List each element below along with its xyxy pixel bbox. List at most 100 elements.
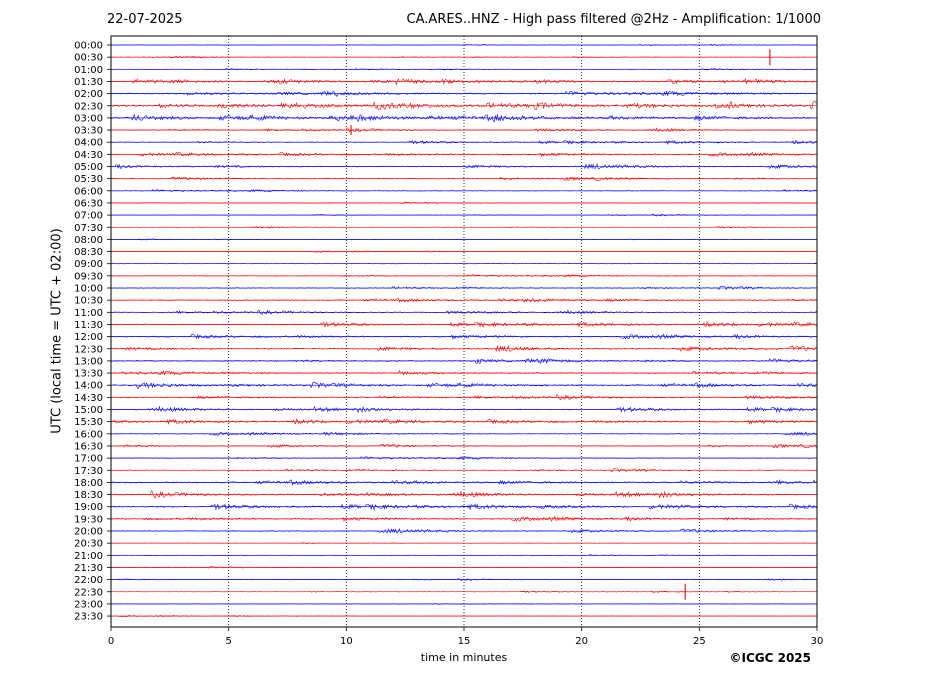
y-tick-label: 17:30 (74, 466, 103, 477)
seismic-trace (110, 201, 818, 205)
y-tick-label: 01:00 (74, 65, 103, 76)
y-tick-label: 11:00 (74, 308, 103, 319)
seismic-trace (110, 139, 818, 145)
seismic-trace (110, 151, 818, 158)
seismic-trace (110, 321, 818, 328)
seismic-trace (110, 213, 818, 217)
y-tick-label: 16:30 (74, 441, 103, 452)
y-tick-label: 03:00 (74, 113, 103, 124)
seismic-trace (111, 262, 818, 265)
y-tick-label: 12:30 (74, 344, 103, 355)
x-axis-label: time in minutes (420, 651, 508, 664)
y-tick-label: 22:30 (74, 587, 103, 598)
y-tick-label: 19:30 (74, 514, 103, 525)
seismic-trace (110, 503, 818, 511)
y-tick-label: 01:30 (74, 77, 103, 88)
y-tick-label: 05:30 (74, 174, 103, 185)
seismic-trace (111, 554, 818, 556)
seismic-trace (110, 100, 818, 111)
copyright-label: ©ICGC 2025 (729, 651, 811, 665)
y-tick-label: 07:00 (74, 211, 103, 222)
seismic-trace (110, 43, 818, 47)
seismic-trace (110, 250, 818, 253)
seismic-trace (110, 443, 818, 449)
y-tick-label: 04:00 (74, 138, 103, 149)
seismic-trace (110, 90, 818, 98)
seismic-trace (110, 405, 818, 414)
y-tick-label: 12:00 (74, 332, 103, 343)
seismic-trace (110, 238, 818, 241)
y-tick-label: 02:00 (74, 89, 103, 100)
x-tick-label: 0 (108, 636, 114, 647)
y-tick-label: 15:00 (74, 405, 103, 416)
y-tick-label: 09:30 (74, 271, 103, 282)
y-tick-label: 00:30 (74, 53, 103, 64)
y-tick-label: 20:00 (74, 527, 103, 538)
seismic-trace (110, 478, 818, 486)
y-tick-label: 05:00 (74, 162, 103, 173)
seismic-trace (110, 542, 818, 544)
seismic-trace (110, 566, 818, 569)
seismic-trace (110, 431, 818, 437)
seismic-trace (110, 578, 818, 581)
plot-frame (110, 35, 818, 628)
seismic-trace (110, 55, 818, 59)
y-tick-label: 10:00 (74, 284, 103, 295)
y-tick-label: 08:00 (74, 235, 103, 246)
y-tick-label: 20:30 (74, 539, 103, 550)
seismic-trace (110, 309, 818, 315)
y-tick-label: 02:30 (74, 101, 103, 112)
seismic-trace (110, 333, 818, 340)
seismic-trace (110, 297, 818, 303)
seismic-trace (110, 225, 818, 229)
y-tick-label: 18:30 (74, 490, 103, 501)
seismic-trace (110, 614, 818, 618)
x-tick-label: 5 (225, 636, 231, 647)
seismic-trace (110, 468, 818, 473)
y-tick-label: 16:00 (74, 429, 103, 440)
seismic-trace (110, 162, 818, 170)
seismic-trace (110, 418, 818, 425)
seismic-trace (110, 369, 818, 376)
y-tick-label: 19:00 (74, 502, 103, 513)
y-tick-label: 18:00 (74, 478, 103, 489)
y-tick-label: 07:30 (74, 223, 103, 234)
plot-title: CA.ARES..HNZ - High pass filtered @2Hz -… (406, 12, 821, 27)
y-tick-label: 06:00 (74, 186, 103, 197)
y-tick-label: 03:30 (74, 126, 103, 137)
y-tick-label: 21:30 (74, 563, 103, 574)
x-tick-label: 25 (693, 636, 706, 647)
seismic-trace (110, 528, 818, 534)
seismic-trace (110, 78, 818, 86)
y-tick-label: 13:30 (74, 369, 103, 380)
y-tick-label: 14:00 (74, 381, 103, 392)
y-tick-label: 15:30 (74, 417, 103, 428)
seismic-trace (110, 176, 818, 181)
y-tick-label: 23:30 (74, 612, 103, 623)
seismic-trace (110, 358, 818, 365)
seismic-trace (110, 455, 818, 460)
y-tick-label: 11:30 (74, 320, 103, 331)
x-tick-label: 10 (340, 636, 353, 647)
seismic-trace (110, 68, 818, 71)
seismic-trace (110, 127, 818, 133)
x-tick-label: 20 (575, 636, 588, 647)
seismic-trace (110, 515, 818, 523)
y-tick-label: 00:00 (74, 41, 103, 52)
y-tick-label: 14:30 (74, 393, 103, 404)
y-tick-label: 17:00 (74, 454, 103, 465)
y-tick-label: 21:00 (74, 551, 103, 562)
x-tick-label: 30 (811, 636, 824, 647)
y-tick-label: 04:30 (74, 150, 103, 161)
seismic-trace (110, 603, 818, 605)
seismic-trace (110, 273, 818, 278)
y-tick-label: 08:30 (74, 247, 103, 258)
seismic-trace (110, 188, 818, 193)
y-tick-label: 23:00 (74, 599, 103, 610)
seismic-trace (110, 490, 818, 499)
seismic-trace (110, 344, 818, 352)
y-tick-label: 10:30 (74, 296, 103, 307)
y-tick-label: 22:00 (74, 575, 103, 586)
plot-date: 22-07-2025 (107, 12, 183, 27)
